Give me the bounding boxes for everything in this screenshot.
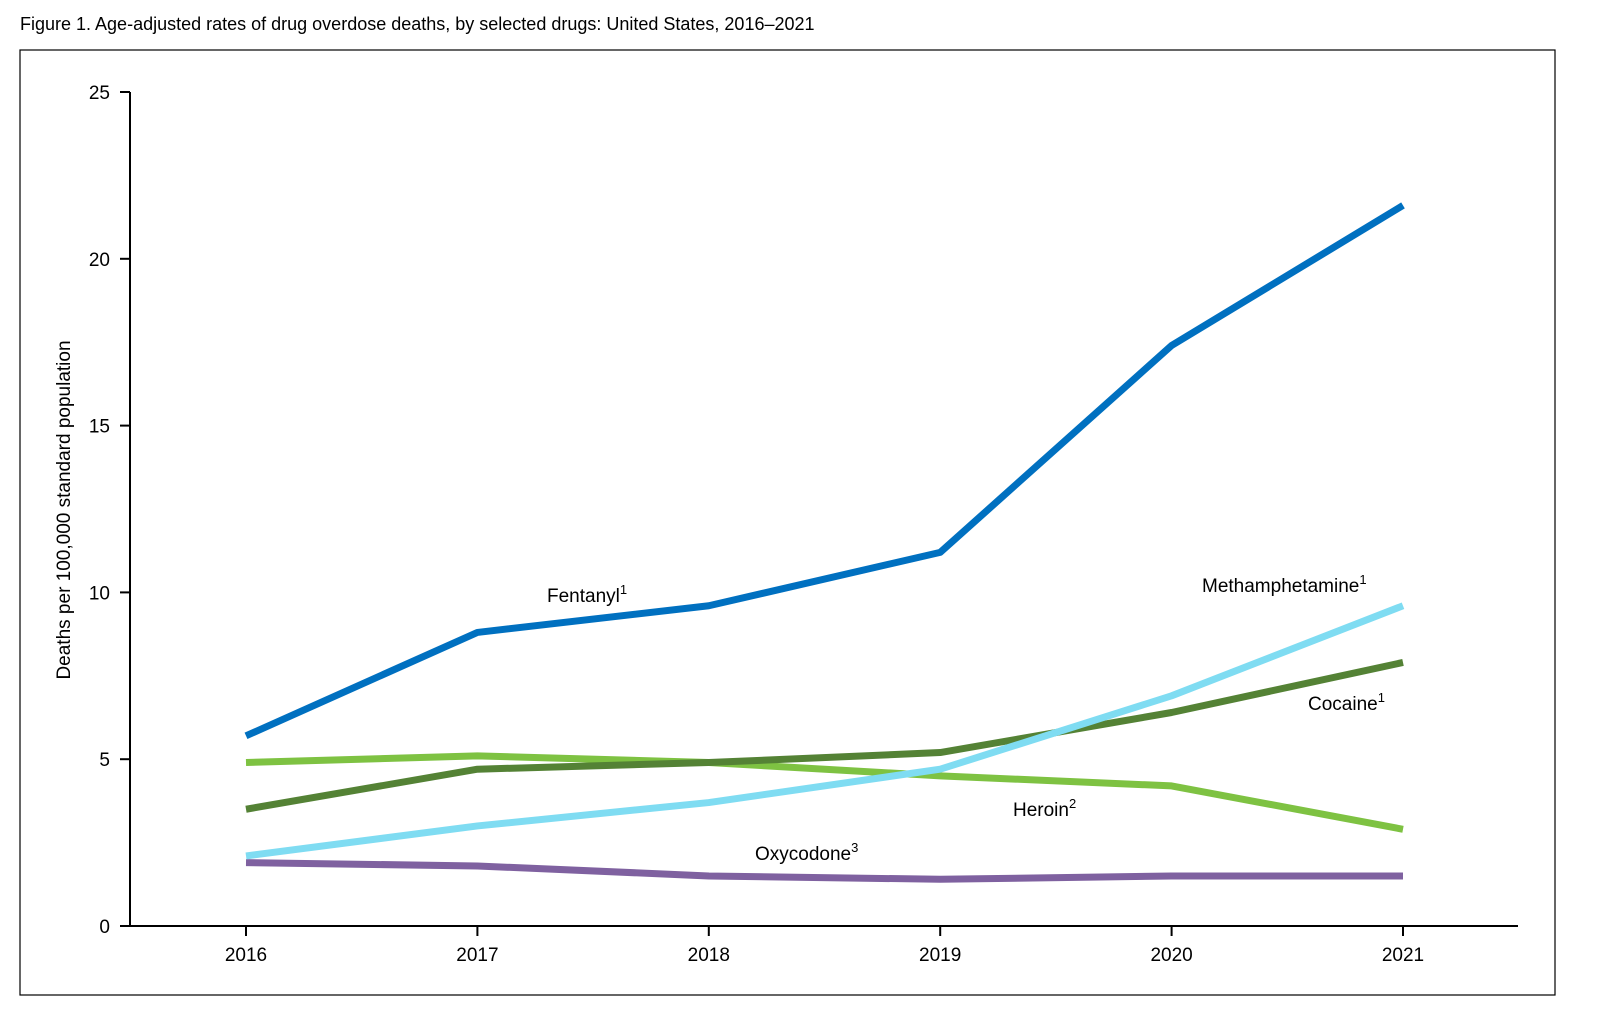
series-label-footnote: 2 bbox=[1069, 796, 1076, 811]
x-tick-label: 2020 bbox=[1150, 945, 1192, 966]
x-tick-label: 2018 bbox=[688, 945, 730, 966]
series-label-footnote: 3 bbox=[851, 840, 858, 855]
series-label-fentanyl: Fentanyl1 bbox=[547, 582, 627, 607]
x-tick-label: 2017 bbox=[456, 945, 498, 966]
series-label-footnote: 1 bbox=[1378, 690, 1385, 705]
y-tick-label: 0 bbox=[99, 917, 110, 938]
x-tick-label: 2019 bbox=[919, 945, 961, 966]
series-label-heroin: Heroin2 bbox=[1013, 796, 1076, 821]
series-label-name: Cocaine bbox=[1308, 694, 1378, 715]
series-label-methamphetamine: Methamphetamine1 bbox=[1202, 572, 1367, 597]
series-label-name: Fentanyl bbox=[547, 586, 620, 607]
series-label-name: Methamphetamine bbox=[1202, 576, 1359, 597]
y-tick-label: 10 bbox=[89, 583, 110, 604]
y-tick-label: 25 bbox=[89, 83, 110, 104]
series-label-footnote: 1 bbox=[1359, 572, 1366, 587]
series-label-footnote: 1 bbox=[620, 582, 627, 597]
y-tick-label: 20 bbox=[89, 250, 110, 271]
series-label-oxycodone: Oxycodone3 bbox=[755, 840, 858, 865]
series-line-cocaine bbox=[245, 659, 1404, 813]
series-line-heroin bbox=[245, 752, 1404, 833]
series-label-cocaine: Cocaine1 bbox=[1308, 690, 1385, 715]
y-tick-label: 15 bbox=[89, 417, 110, 438]
series-line-methamphetamine bbox=[245, 602, 1405, 860]
x-tick-label: 2016 bbox=[225, 945, 267, 966]
y-tick-label: 5 bbox=[99, 750, 110, 771]
series-label-name: Heroin bbox=[1013, 800, 1069, 821]
series-line-oxycodone bbox=[245, 859, 1403, 883]
chart-title: Figure 1. Age-adjusted rates of drug ove… bbox=[20, 14, 815, 34]
y-axis-label: Deaths per 100,000 standard population bbox=[54, 340, 75, 679]
x-tick-label: 2021 bbox=[1382, 945, 1424, 966]
series-line-fentanyl bbox=[244, 202, 1405, 740]
chart-frame bbox=[19, 49, 1556, 996]
series-label-name: Oxycodone bbox=[755, 844, 851, 865]
